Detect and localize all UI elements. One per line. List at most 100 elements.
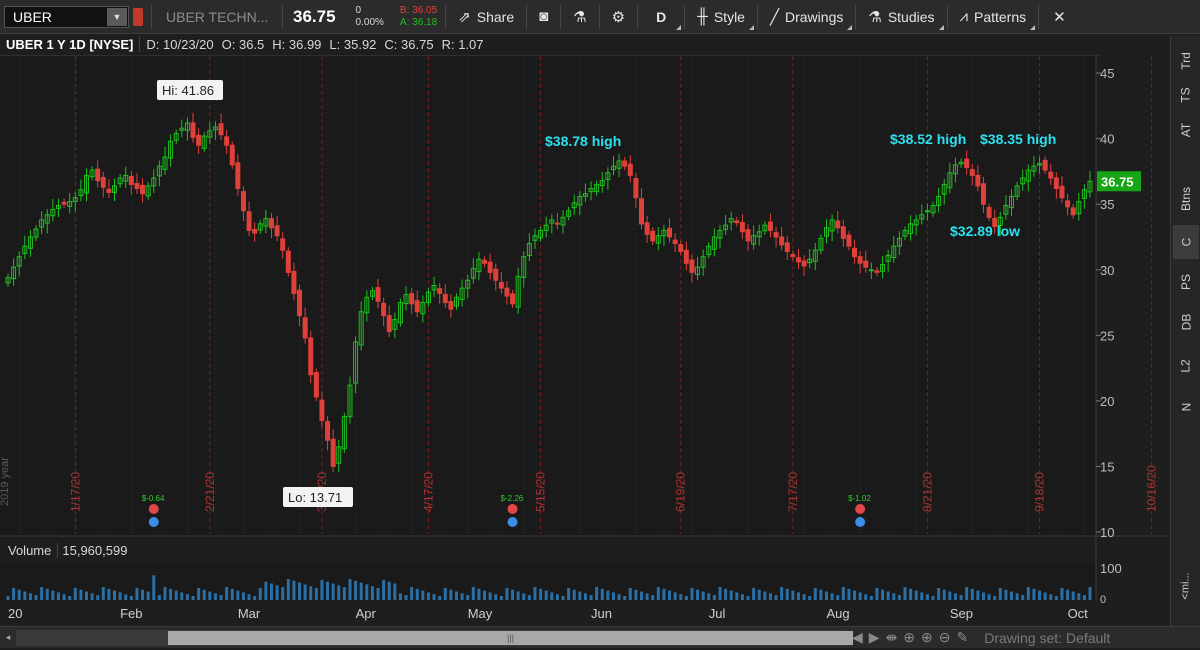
expiry-date-label: 5/15/20 [534,472,548,512]
volume-bar [903,587,907,600]
candle-body [89,169,95,177]
toolbar-divider [756,4,758,29]
flask-button[interactable]: ⚗ [561,0,598,34]
volume-bar [886,591,890,600]
volume-bar [398,593,402,600]
volume-bar [858,592,862,600]
share-button[interactable]: ⇗ Share [446,0,526,34]
candle-body [510,293,516,305]
flask-icon: ⚗ [573,8,587,26]
x-month-label: Feb [120,606,142,621]
volume-bar [40,587,44,600]
candle-body [1014,185,1020,197]
candle-body [880,264,886,272]
candle-body [706,245,712,256]
tab-db[interactable]: DB [1173,305,1199,339]
zoom-out-icon[interactable]: ⊖ [938,629,951,645]
candle-body [1037,163,1043,166]
candle-body [252,228,258,234]
toolbar-divider [1038,4,1040,29]
tab-ps[interactable]: PS [1173,265,1199,299]
candle-body [969,169,975,176]
drawing-set-label[interactable]: Drawing set: Default [984,629,1111,646]
snapshot-button[interactable]: ◙ [527,0,560,34]
collapse-sidebar-button[interactable]: <mi... [1173,566,1199,606]
y-tick-label: 45 [1100,66,1114,81]
volume-bar [567,587,571,600]
candle-body [1053,177,1059,189]
tab-c[interactable]: C [1173,225,1199,259]
period-button[interactable]: D [638,0,684,34]
candle-body [1070,207,1076,216]
candle-body [347,384,353,418]
candle-body [919,214,925,220]
close-icon: ✕ [1053,8,1066,26]
volume-bar [724,588,728,600]
candle-body [868,269,874,272]
candle-body [212,126,218,131]
candle-body [717,229,723,239]
settings-button[interactable]: ⚙ [600,0,637,34]
tab-ts[interactable]: TS [1173,78,1199,112]
drawings-button[interactable]: ╱ Drawings [758,0,855,34]
volume-bar [572,589,576,600]
tab-l2[interactable]: L2 [1173,349,1199,383]
patterns-button[interactable]: ⩘ Patterns [948,0,1039,34]
tab-trd[interactable]: Trd [1173,44,1199,78]
volume-bar [281,587,285,600]
candle-body [470,267,476,279]
pencil-icon[interactable]: ✎ [956,629,969,645]
candle-body [947,172,953,189]
tab-n[interactable]: N [1173,390,1199,424]
link-color-badge[interactable] [133,7,143,26]
volume-bar [1015,593,1019,600]
time-scrollbar[interactable]: ||| [16,629,853,646]
candle-body [145,185,151,197]
chevron-down-icon[interactable]: ▼ [107,7,127,26]
candle-body [44,214,50,224]
crosshair-icon[interactable]: ⊕ [903,629,916,645]
symbol-input[interactable]: UBER ▼ [4,5,129,28]
volume-bar [236,590,240,600]
tab-label: L2 [1178,359,1193,373]
volume-bar [230,588,234,600]
candle-body [16,256,22,267]
candle-body [392,319,398,330]
candle-body [773,232,779,238]
candle-body [751,235,757,245]
volume-bar [970,588,974,600]
scroll-thumb[interactable]: ||| [168,630,853,645]
scroll-start-icon[interactable]: ◂ [5,632,11,642]
tab-at[interactable]: AT [1173,113,1199,147]
close-button[interactable]: ✕ [1039,0,1080,34]
volume-bar [948,591,952,600]
scroll-right-icon[interactable]: ▶ [868,629,880,645]
candle-body [1031,165,1037,172]
scroll-left-icon[interactable]: ◀ [852,629,863,645]
candle-body [257,223,263,231]
candle-body [420,302,426,315]
volume-bar [768,593,772,600]
volume-bar [718,587,722,600]
candle-body [644,222,650,235]
volume-bar [23,591,27,600]
zoom-in-icon[interactable]: ⊕ [921,629,933,645]
volume-bar [129,596,133,600]
candle-body [1087,180,1093,193]
candle-body [667,227,673,238]
price-chart[interactable]: 45403530252015101/17/202/21/203/20/204/1… [0,56,1170,626]
volume-bar [712,595,716,600]
candle-body [610,165,616,171]
last-price-tag [1097,171,1141,192]
tab-btns[interactable]: Btns [1173,182,1199,216]
candle-body [672,239,678,245]
volume-bar [241,592,245,600]
candle-body [543,224,549,231]
candle-body [1048,171,1054,179]
studies-button[interactable]: ⚗ Studies [856,0,946,34]
style-button[interactable]: ╫ Style [685,0,757,34]
expand-icon[interactable]: ⇼ [885,629,898,645]
volume-bar [1077,593,1081,600]
dropdown-corner-icon [938,24,944,30]
volume-bar [118,592,122,600]
